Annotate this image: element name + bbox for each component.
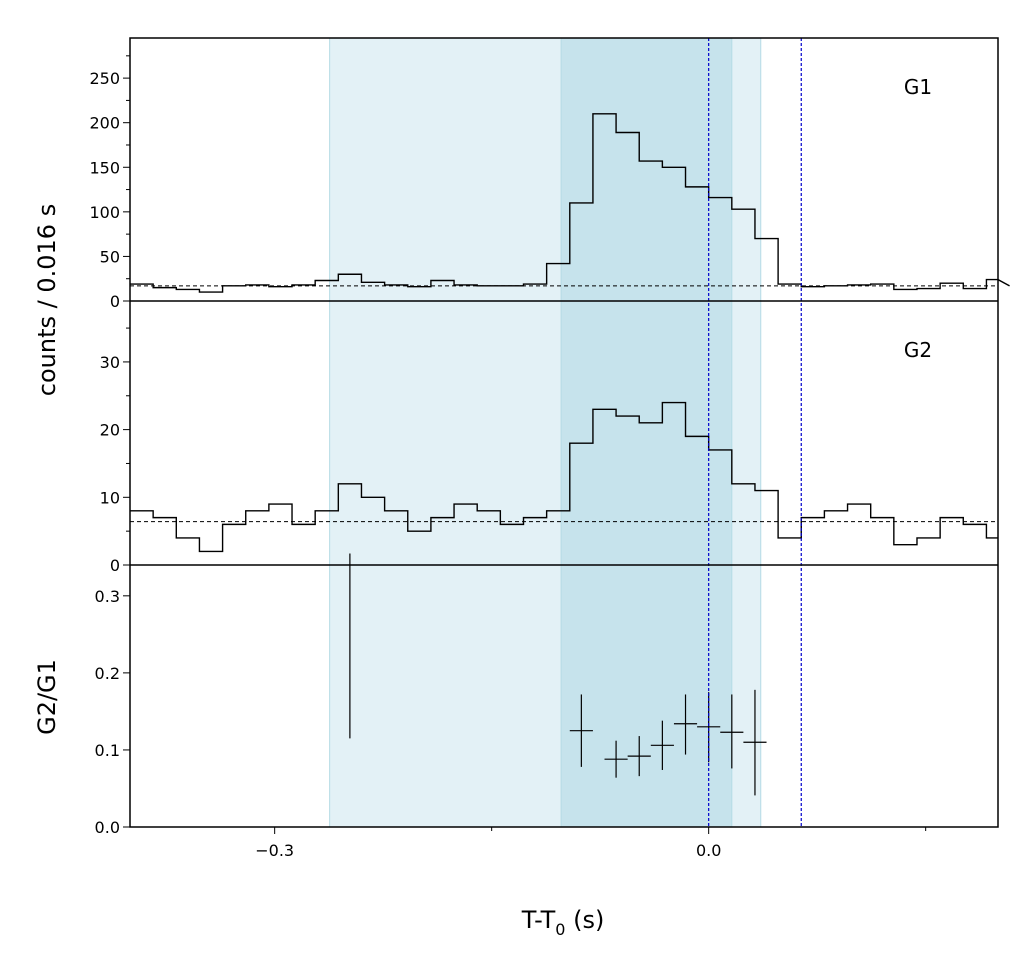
y-tick-label: 200 bbox=[89, 114, 120, 133]
ratio-point bbox=[650, 720, 674, 770]
y-tick-label: 30 bbox=[100, 353, 120, 372]
y-tick-label: 0.1 bbox=[95, 741, 120, 760]
ratio-point bbox=[743, 689, 767, 796]
x-axis-title-subscript: 0 bbox=[555, 920, 565, 939]
y-axis-title-counts: counts / 0.016 s bbox=[33, 204, 61, 396]
x-tick-label: −0.3 bbox=[255, 841, 294, 860]
y-tick-label: 0.0 bbox=[95, 818, 120, 837]
y-tick-label: 0 bbox=[110, 292, 120, 311]
y-tick-label: 20 bbox=[100, 421, 120, 440]
y-tick-label: 10 bbox=[100, 488, 120, 507]
ratio-point bbox=[720, 694, 744, 769]
y-axis-title-ratio: G2/G1 bbox=[33, 659, 61, 735]
histogram-panel-1: 0 50 100 150 200 250 G1 bbox=[89, 55, 1010, 311]
ratio-point bbox=[627, 736, 651, 777]
reference-lines bbox=[708, 38, 802, 827]
y-tick-label: 100 bbox=[89, 203, 120, 222]
x-axis: −0.3 0.0 bbox=[255, 827, 927, 860]
histogram-panel-2: 0 10 20 30 G2 bbox=[100, 327, 998, 575]
y-tick-label: 250 bbox=[89, 69, 120, 88]
y-tick-label: 0.3 bbox=[95, 587, 120, 606]
panels: 0 50 100 150 200 250 G1 0 10 20 30 G2 0.0 0.1 0.2 0.3 bbox=[89, 55, 1010, 837]
x-axis-title-tail: (s) bbox=[565, 906, 604, 934]
panel-frames bbox=[129, 37, 999, 828]
y-tick-label: 0.2 bbox=[95, 664, 120, 683]
ratio-panel: 0.0 0.1 0.2 0.3 bbox=[95, 553, 767, 837]
ratio-point bbox=[673, 694, 698, 755]
y-tick-label: 50 bbox=[100, 247, 120, 266]
x-axis-title: T-T0 (s) bbox=[521, 906, 605, 939]
dark-interval bbox=[560, 37, 733, 828]
ratio-point bbox=[604, 740, 628, 778]
x-tick-label: 0.0 bbox=[696, 841, 721, 860]
shaded-intervals bbox=[329, 37, 762, 828]
panel-label-g1: G1 bbox=[904, 75, 932, 99]
count-histogram bbox=[130, 401, 998, 553]
x-axis-title-main: T-T bbox=[521, 906, 556, 934]
ratio-point bbox=[569, 694, 593, 767]
panel-label-g2: G2 bbox=[904, 338, 932, 362]
plot-frame bbox=[129, 37, 999, 828]
y-tick-label: 150 bbox=[89, 158, 120, 177]
y-tick-label: 0 bbox=[110, 556, 120, 575]
count-histogram bbox=[130, 113, 1010, 293]
